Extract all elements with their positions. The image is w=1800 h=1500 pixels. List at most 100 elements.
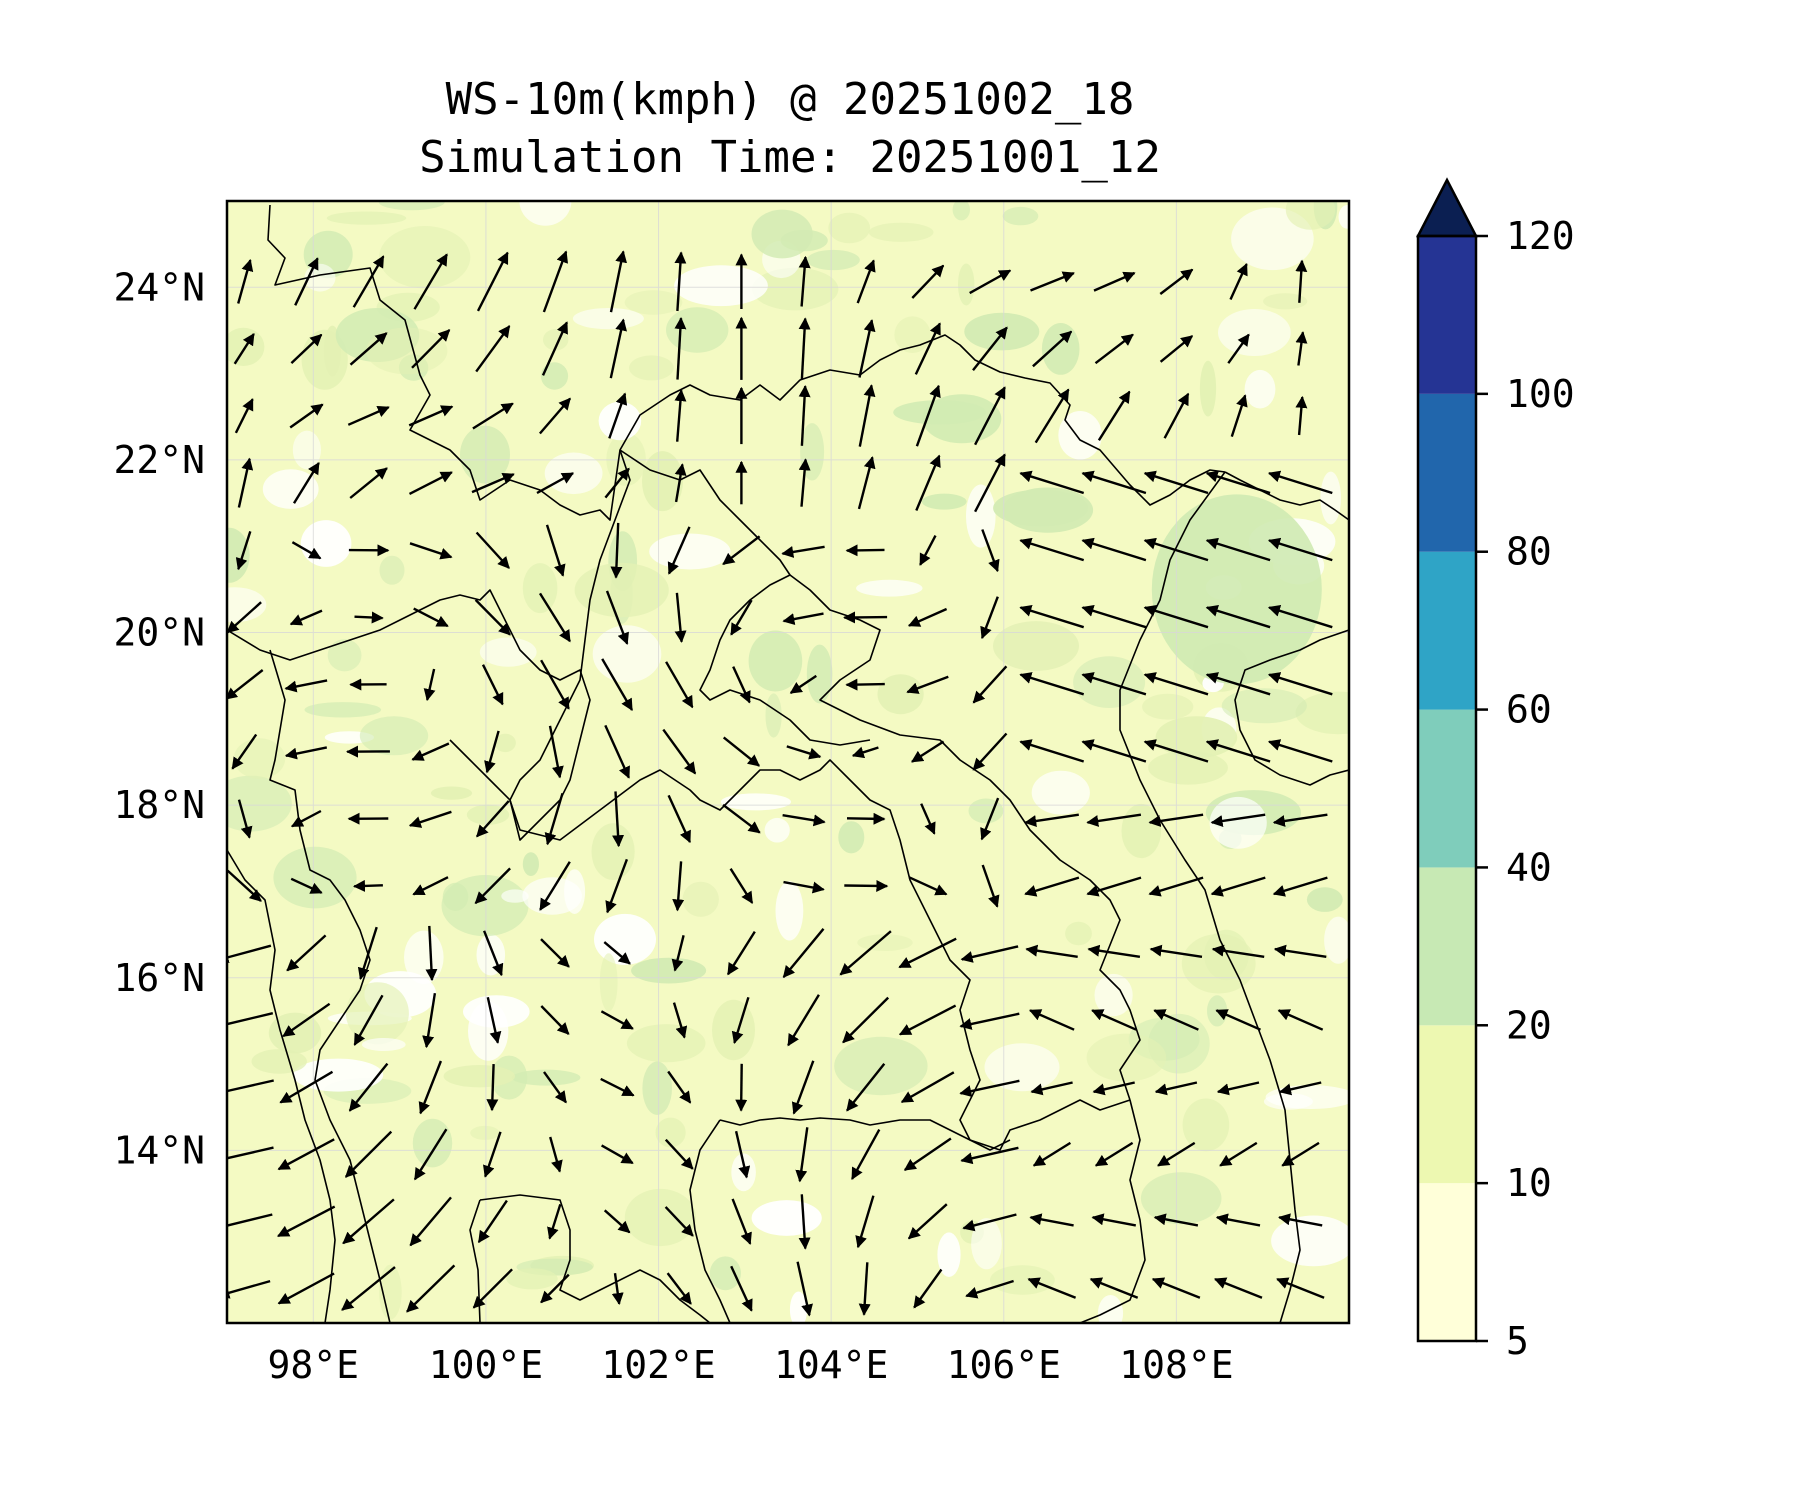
wind-vector xyxy=(1219,1141,1258,1167)
wind-vector xyxy=(1019,470,1085,495)
wind-vector xyxy=(913,1268,943,1309)
wind-vector xyxy=(601,658,634,712)
wind-vector xyxy=(959,1079,1020,1098)
wind-vector xyxy=(1272,813,1328,827)
wind-vector xyxy=(798,458,811,507)
field-patch xyxy=(952,201,970,221)
wind-vector xyxy=(845,678,885,691)
wind-vector xyxy=(1273,944,1327,958)
wind-vector xyxy=(290,333,323,364)
field-patch xyxy=(466,804,510,825)
field-patch xyxy=(227,327,265,366)
wind-vector xyxy=(605,590,629,645)
field-patch xyxy=(720,793,792,811)
field-patch xyxy=(1263,293,1308,310)
field-patch xyxy=(460,425,510,484)
wind-vector xyxy=(858,384,876,447)
field-patch xyxy=(1058,411,1102,460)
field-patch xyxy=(838,821,865,854)
field-patch xyxy=(642,1061,672,1115)
wind-vector xyxy=(1157,1141,1196,1167)
wind-vector xyxy=(289,403,324,429)
wind-vector xyxy=(545,524,566,577)
wind-vector xyxy=(782,814,826,827)
wind-vector xyxy=(547,1203,562,1240)
wind-vector xyxy=(1278,1213,1323,1227)
field-patch xyxy=(626,1024,706,1063)
field-patch xyxy=(443,1065,515,1088)
wind-vector xyxy=(425,925,438,982)
colorbar-tick-label: 5 xyxy=(1506,1319,1529,1363)
wind-vector xyxy=(782,928,825,979)
wind-vector xyxy=(1032,1141,1072,1167)
wind-vector xyxy=(413,1128,448,1181)
wind-vector xyxy=(601,1144,634,1165)
field-patch xyxy=(366,327,448,375)
wind-vector xyxy=(472,402,514,430)
wind-vector xyxy=(974,453,1006,513)
field-patch xyxy=(361,1038,406,1051)
field-patch xyxy=(966,484,996,548)
wind-vector xyxy=(1097,390,1131,441)
wind-vector xyxy=(1210,876,1266,897)
field-patch xyxy=(748,630,803,692)
wind-vector xyxy=(789,674,817,694)
wind-vector xyxy=(608,392,628,439)
colorbar-segment xyxy=(1418,867,1476,1026)
field-patch xyxy=(501,889,529,903)
field-patch xyxy=(522,852,540,876)
field-patch xyxy=(1094,973,1133,1017)
wind-vector xyxy=(413,607,449,628)
wind-vector xyxy=(731,996,750,1044)
wind-vector xyxy=(1227,333,1250,364)
wind-vector xyxy=(857,456,876,510)
wind-vector xyxy=(227,1012,274,1031)
field-patch xyxy=(540,362,569,390)
wind-vector xyxy=(981,864,1000,908)
field-patch xyxy=(828,212,871,244)
wind-vector xyxy=(1149,944,1203,958)
wind-vector xyxy=(1159,335,1194,363)
colorbar-tick-label: 100 xyxy=(1506,372,1575,416)
wind-vector xyxy=(282,1002,331,1038)
field-patch xyxy=(1221,688,1307,724)
field-patch xyxy=(1097,1295,1124,1323)
chart-title-line-2: Simulation Time: 20251001_12 xyxy=(419,132,1161,183)
colorbar-segment xyxy=(1418,551,1476,710)
wind-vector xyxy=(540,1005,570,1035)
wind-vector xyxy=(408,405,454,427)
coast-gulf-of-tonkin xyxy=(1224,471,1349,521)
latitude-tick-label: 20°N xyxy=(113,611,205,655)
map-area xyxy=(227,201,1349,1323)
wind-vector xyxy=(980,596,999,640)
wind-vector xyxy=(1081,739,1147,763)
wind-vector xyxy=(603,1209,631,1234)
wind-vector xyxy=(1279,1081,1322,1096)
wind-vector xyxy=(798,1194,811,1250)
wind-vector xyxy=(609,318,627,379)
wind-vector xyxy=(1029,1009,1075,1031)
wind-vector xyxy=(408,810,452,828)
wind-vector xyxy=(667,794,691,844)
wind-vector xyxy=(843,611,888,624)
wind-vector xyxy=(914,322,941,375)
wind-vector xyxy=(604,467,630,499)
wind-vector xyxy=(1229,263,1248,300)
border-cambodia-vietnam xyxy=(1079,1099,1146,1323)
field-patch xyxy=(599,953,618,1012)
field-patch xyxy=(1209,796,1267,849)
longitude-tick-labels: 98°E 100°E 102°E 104°E 106°E 108°E xyxy=(268,1343,1234,1387)
field-patch xyxy=(806,249,860,271)
wind-vector xyxy=(474,867,511,905)
border-laos-vietnam-north xyxy=(619,449,871,746)
field-patch xyxy=(379,226,471,289)
wind-vector xyxy=(354,611,384,624)
border-laos-west xyxy=(509,449,1131,1151)
field-patch xyxy=(649,533,731,570)
field-patch xyxy=(327,639,362,672)
colorbar-tick-label: 60 xyxy=(1506,688,1552,732)
field-patch xyxy=(624,290,683,315)
wind-vector xyxy=(539,861,571,911)
wind-vector xyxy=(672,1002,688,1039)
field-patch xyxy=(273,846,357,909)
